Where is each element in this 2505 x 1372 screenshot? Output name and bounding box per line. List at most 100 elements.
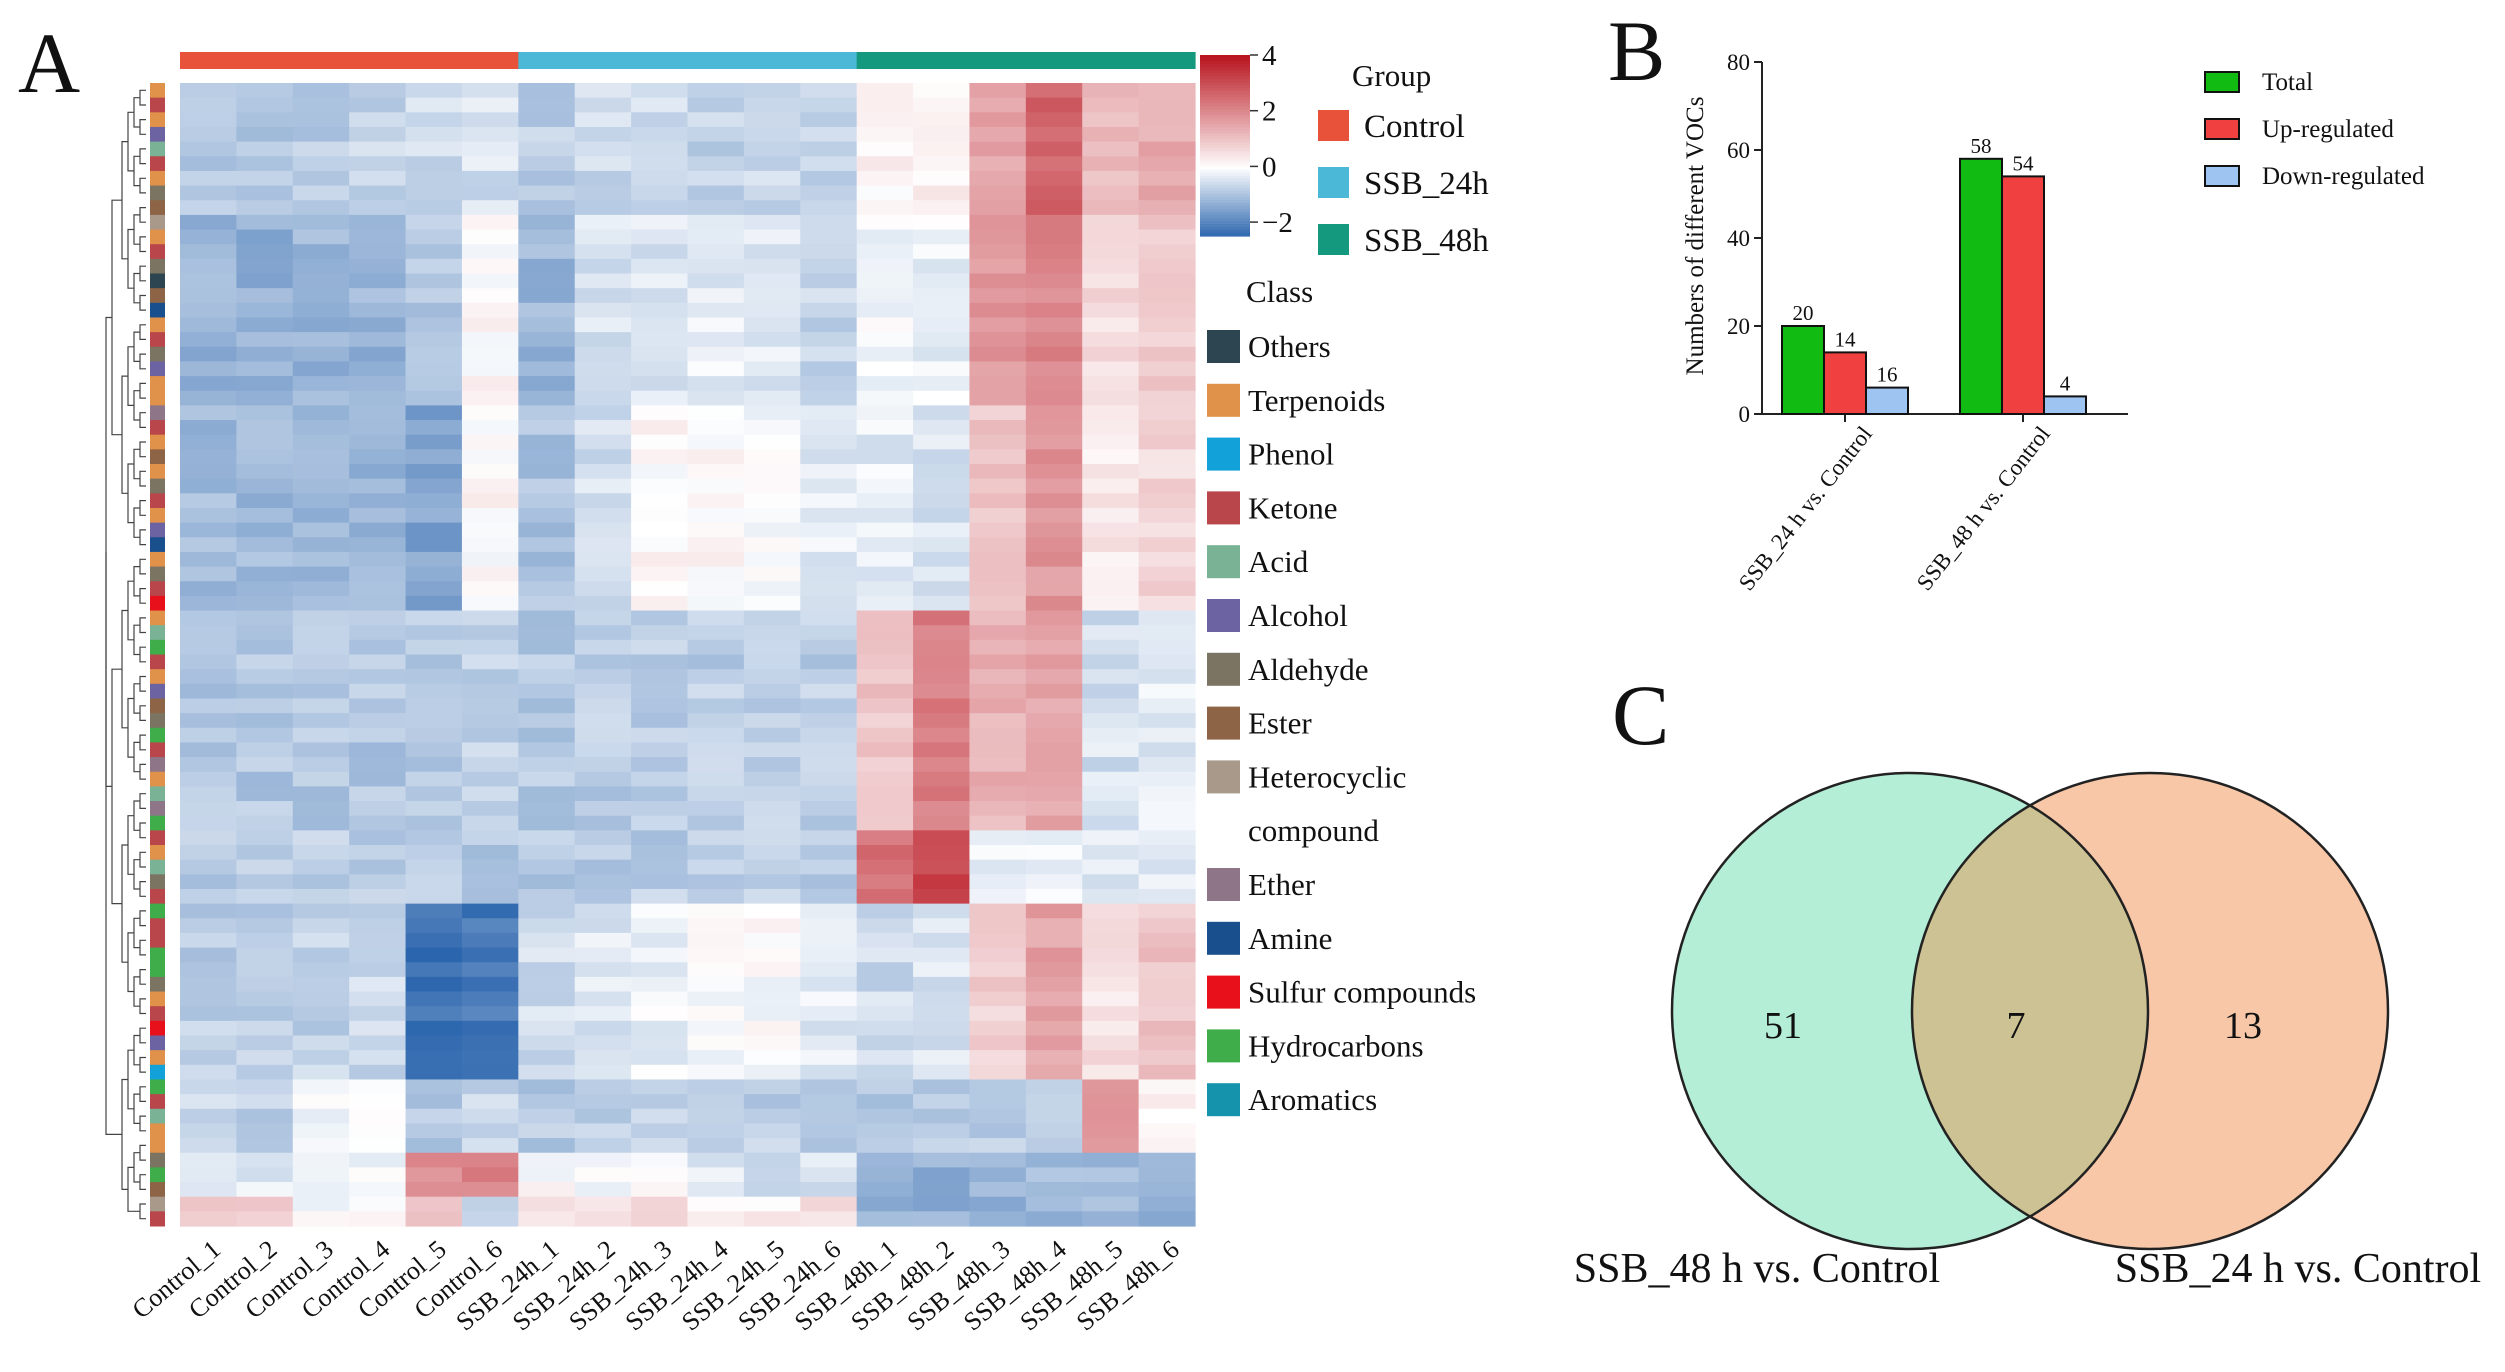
heatmap-cell xyxy=(1082,1182,1140,1198)
heatmap-cell xyxy=(518,610,576,626)
row-class-swatch xyxy=(150,449,165,465)
heatmap-cell xyxy=(405,258,463,275)
heatmap-cell xyxy=(1082,449,1140,465)
heatmap-cell xyxy=(800,991,858,1007)
heatmap-cell xyxy=(631,1064,689,1081)
heatmap-cell xyxy=(405,1138,463,1154)
heatmap-cell xyxy=(405,581,463,597)
heatmap-cell xyxy=(856,845,914,861)
row-class-swatch xyxy=(150,581,165,597)
heatmap-cell xyxy=(518,273,576,289)
heatmap-cell xyxy=(913,566,971,582)
heatmap-cell xyxy=(743,258,801,275)
heatmap-cell xyxy=(800,698,858,714)
heatmap-cell xyxy=(1025,273,1083,289)
heatmap-cell xyxy=(1082,669,1140,685)
heatmap-cell xyxy=(969,1123,1027,1139)
heatmap-cell xyxy=(405,1211,463,1227)
heatmap-cell xyxy=(574,888,632,905)
heatmap-cell xyxy=(1082,976,1140,993)
heatmap-cell xyxy=(518,874,576,890)
heatmap-cell xyxy=(518,859,576,875)
heatmap-cell xyxy=(856,1123,914,1139)
heatmap-cell xyxy=(292,522,350,538)
heatmap-cell xyxy=(1025,1196,1083,1212)
heatmap-cell xyxy=(800,1123,858,1139)
class-legend-label: compound xyxy=(1248,813,1379,848)
heatmap-cell xyxy=(856,200,914,216)
heatmap-cell xyxy=(574,214,632,231)
heatmap-cell xyxy=(687,390,745,406)
heatmap-cell xyxy=(687,888,745,905)
heatmap-cell xyxy=(574,1079,632,1095)
heatmap-cell xyxy=(292,1211,350,1227)
heatmap-cell xyxy=(180,771,237,787)
heatmap-cell xyxy=(1082,214,1140,231)
colorbar-step xyxy=(1200,133,1250,138)
heatmap-cell xyxy=(349,786,407,802)
heatmap-cell xyxy=(856,888,914,905)
heatmap-cell xyxy=(743,947,801,963)
heatmap-cell xyxy=(574,639,632,656)
heatmap-cell xyxy=(574,1152,632,1168)
heatmap-cell xyxy=(631,97,689,113)
dendrogram-branch xyxy=(139,1056,146,1073)
heatmap-cell xyxy=(743,537,801,553)
class-legend-label: Amine xyxy=(1248,921,1332,956)
heatmap-cell xyxy=(405,170,463,187)
heatmap-cell xyxy=(1138,1152,1196,1168)
heatmap-cell xyxy=(856,478,914,494)
heatmap-cell xyxy=(1082,288,1140,304)
heatmap-cell xyxy=(1138,1094,1196,1110)
heatmap-cell xyxy=(180,859,237,875)
class-legend-label: Phenol xyxy=(1248,437,1334,472)
dendrogram-branch xyxy=(139,675,146,692)
heatmap-cell xyxy=(743,170,801,187)
heatmap-cell xyxy=(1025,991,1083,1007)
heatmap-cell xyxy=(913,962,971,978)
heatmap-cell xyxy=(913,1020,971,1037)
heatmap-cell xyxy=(856,903,914,919)
heatmap-cell xyxy=(1082,170,1140,187)
heatmap-cell xyxy=(1138,727,1196,744)
heatmap-cell xyxy=(800,112,858,128)
heatmap-cell xyxy=(405,683,463,700)
legend-swatch xyxy=(2204,118,2240,140)
heatmap-cell xyxy=(349,757,407,773)
heatmap-cell xyxy=(969,1196,1027,1212)
dendrogram-branch xyxy=(133,272,140,304)
dendrogram-branch xyxy=(139,969,146,985)
heatmap-cell xyxy=(461,361,519,377)
heatmap-cell xyxy=(969,654,1027,670)
heatmap-cell xyxy=(405,845,463,861)
heatmap-cell xyxy=(743,639,801,656)
heatmap-cell xyxy=(180,376,237,392)
class-legend-label: Aromatics xyxy=(1248,1082,1377,1117)
heatmap-cell xyxy=(969,801,1027,817)
heatmap-cell xyxy=(405,1050,463,1066)
heatmap-cell xyxy=(1138,464,1196,480)
dendrogram-branch xyxy=(139,881,146,897)
heatmap-cell xyxy=(349,962,407,978)
heatmap-cell xyxy=(913,639,971,656)
heatmap-cell xyxy=(518,815,576,831)
venn-intersection xyxy=(1912,805,2148,1217)
heatmap-cell xyxy=(969,595,1027,612)
heatmap-cell xyxy=(292,244,350,260)
dendrogram-branch xyxy=(121,844,128,963)
heatmap-cell xyxy=(631,1123,689,1139)
row-class-swatch xyxy=(150,214,165,231)
class-legend-swatch xyxy=(1207,1029,1240,1063)
heatmap-cell xyxy=(292,551,350,568)
heatmap-cell xyxy=(405,1094,463,1110)
heatmap-cell xyxy=(743,771,801,787)
heatmap-cell xyxy=(349,1094,407,1110)
heatmap-cell xyxy=(856,771,914,787)
row-class-swatch xyxy=(150,420,165,436)
colorbar-tick-label: 4 xyxy=(1262,40,1277,72)
heatmap-cell xyxy=(743,742,801,758)
heatmap-cell xyxy=(1025,625,1083,641)
heatmap-cell xyxy=(800,1138,858,1154)
heatmap-cell xyxy=(405,859,463,875)
dendrogram-branch xyxy=(139,1086,146,1102)
